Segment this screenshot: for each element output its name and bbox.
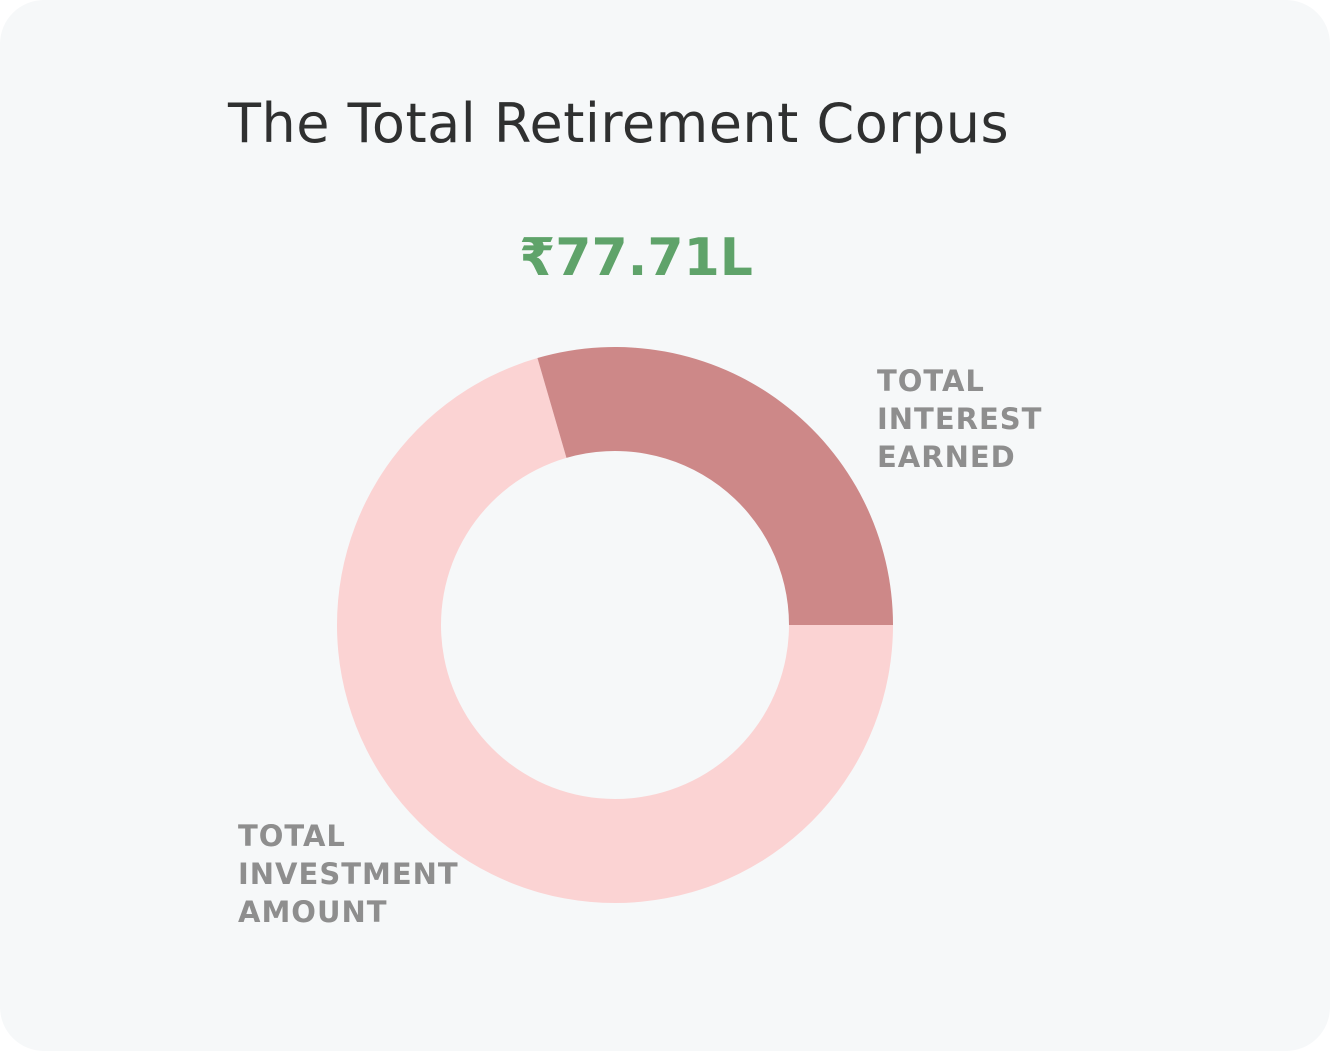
total-value: ₹77.71L — [519, 228, 753, 288]
donut-slice — [337, 358, 893, 904]
slice-label: TOTAL INTEREST EARNED — [877, 364, 1043, 474]
slice-label: TOTAL INVESTMENT AMOUNT — [238, 819, 459, 929]
donut-slice — [537, 347, 893, 625]
chart-title: The Total Retirement Corpus — [228, 92, 1010, 155]
